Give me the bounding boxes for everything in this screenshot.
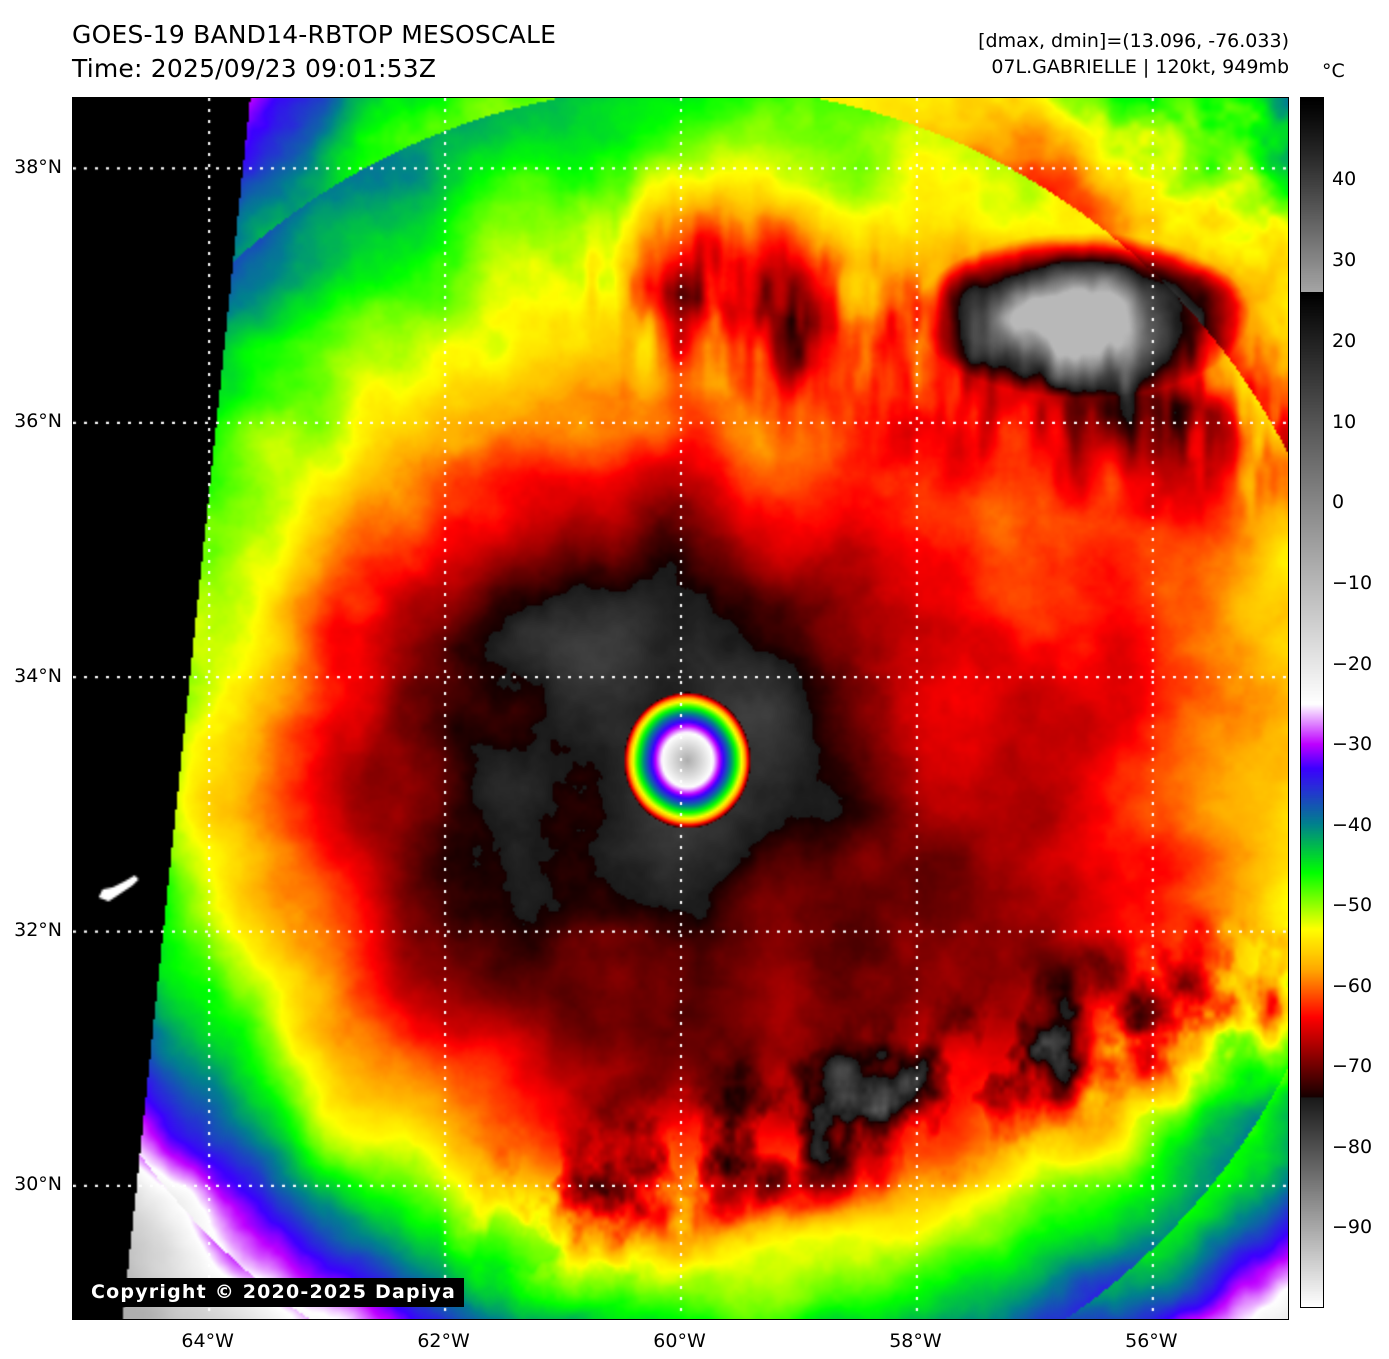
colorbar-tick-label: 40 xyxy=(1332,167,1357,190)
colorbar-tick-label: −30 xyxy=(1332,733,1373,756)
gridlines-canvas xyxy=(73,98,1288,1319)
lat-tick-label: 32°N xyxy=(14,919,62,942)
colorbar-main-segment xyxy=(1300,293,1324,1308)
storm-info-label: 07L.GABRIELLE | 120kt, 949mb xyxy=(991,56,1289,78)
colorbar-upper-segment xyxy=(1300,97,1324,293)
copyright-badge: Copyright © 2020-2025 Dapiya xyxy=(83,1278,465,1307)
lat-tick-label: 36°N xyxy=(14,410,62,433)
lon-tick-label: 56°W xyxy=(1125,1330,1178,1352)
lon-tick-label: 58°W xyxy=(889,1330,942,1352)
colorbar-tick-label: −50 xyxy=(1332,894,1373,917)
colorbar-tick-label: −90 xyxy=(1332,1216,1373,1239)
satellite-image-plot: Copyright © 2020-2025 Dapiya xyxy=(72,97,1289,1320)
colorbar-tick-label: 20 xyxy=(1332,330,1357,353)
header-title-block: GOES-19 BAND14-RBTOP MESOSCALE Time: 202… xyxy=(72,18,556,86)
colorbar xyxy=(1300,97,1324,1308)
colorbar-tick-label: −10 xyxy=(1332,572,1373,594)
colorbar-tick-label: −60 xyxy=(1332,974,1373,997)
colorbar-tick-label: −80 xyxy=(1332,1135,1373,1158)
colorbar-tick-label: −70 xyxy=(1332,1055,1373,1078)
page-title: GOES-19 BAND14-RBTOP MESOSCALE xyxy=(72,20,557,49)
colorbar-unit-label: °C xyxy=(1322,60,1345,82)
colorbar-tick-label: 0 xyxy=(1332,491,1345,514)
colorbar-tick-label: 30 xyxy=(1332,249,1357,272)
lon-tick-label: 62°W xyxy=(417,1330,470,1352)
lat-tick-label: 34°N xyxy=(14,664,62,687)
header-meta-block: [dmax, dmin]=(13.096, -76.033) 07L.GABRI… xyxy=(978,28,1289,80)
dmax-dmin-label: [dmax, dmin]=(13.096, -76.033) xyxy=(978,30,1289,52)
colorbar-tick-label: 10 xyxy=(1332,410,1357,433)
lat-tick-label: 38°N xyxy=(14,155,62,178)
lon-tick-label: 64°W xyxy=(181,1330,234,1352)
lon-tick-label: 60°W xyxy=(653,1330,706,1352)
colorbar-tick-label: −20 xyxy=(1332,652,1373,675)
timestamp-label: Time: 2025/09/23 09:01:53Z xyxy=(72,54,437,83)
lat-tick-label: 30°N xyxy=(14,1173,62,1196)
colorbar-tick-label: −40 xyxy=(1332,813,1373,836)
